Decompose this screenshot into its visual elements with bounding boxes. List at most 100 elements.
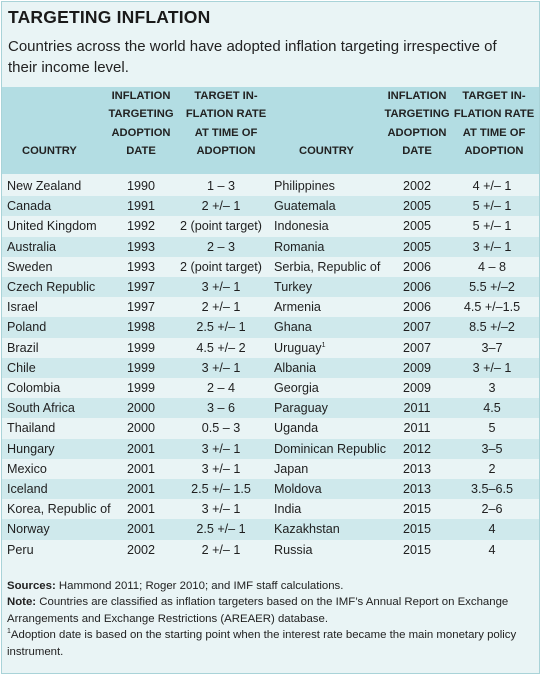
cell-text: 2013 xyxy=(402,461,432,476)
cell-adoption-date-left: 1997 xyxy=(116,297,166,317)
cell-text: Israel xyxy=(7,300,38,315)
cell-text: Kazakhstan xyxy=(274,522,340,537)
header-country-right: COUNTRY xyxy=(299,145,354,157)
cell-country-right: Philippines xyxy=(274,176,335,196)
cell-target-rate-right: 3.5–6.5 xyxy=(450,479,534,499)
cell-text: 2006 xyxy=(402,280,432,294)
cell-text: 2005 xyxy=(402,219,432,234)
cell-country-left: Sweden xyxy=(7,257,53,277)
cell-target-rate-right: 4 xyxy=(450,519,534,539)
cell-text: 3–5 xyxy=(481,441,503,456)
table-row: Peru 2002 2 +/– 1 Russia 2015 4 xyxy=(2,540,539,560)
cell-text: 2000 xyxy=(126,401,156,416)
cell-text: Guatemala xyxy=(274,199,336,214)
panel-subtitle: Countries across the world have adopted … xyxy=(8,38,497,76)
cell-text: 1999 xyxy=(126,360,156,375)
cell-country-right: Ghana xyxy=(274,317,312,337)
cell-text: 2002 xyxy=(402,179,432,193)
cell-adoption-date-right: 2012 xyxy=(392,439,442,459)
cell-text: 2006 xyxy=(402,300,432,315)
cell-target-rate-right: 5 +/– 1 xyxy=(450,196,534,216)
table-row: Iceland 2001 2.5 +/– 1.5 Moldova 2013 3.5–6.5 xyxy=(2,479,539,500)
cell-country-right: Turkey xyxy=(274,277,312,297)
cell-text: Chile xyxy=(7,360,36,375)
header-target-rate-right: TARGET IN- FLATION RATE AT TIME OF ADOPT… xyxy=(453,90,535,158)
cell-text: Sweden xyxy=(7,259,53,274)
cell-adoption-date-left: 1999 xyxy=(116,358,166,378)
cell-country-left: Australia xyxy=(7,237,56,257)
cell-text: 3 +/– 1 xyxy=(472,239,512,254)
cell-text: 8.5 +/–2 xyxy=(469,320,515,335)
cell-text: Dominican Republic xyxy=(274,441,386,456)
cell-country-right: Armenia xyxy=(274,297,321,317)
table-row: Norway 2001 2.5 +/– 1 Kazakhstan 2015 4 xyxy=(2,519,539,540)
cell-adoption-date-right: 2013 xyxy=(392,479,442,499)
cell-country-right: Japan xyxy=(274,459,308,479)
cell-text: 2015 xyxy=(402,522,432,537)
cell-text: Philippines xyxy=(274,179,335,193)
cell-text: Ghana xyxy=(274,320,312,335)
cell-text: 2–6 xyxy=(481,502,503,517)
cell-text: 1998 xyxy=(126,320,156,335)
cell-text: 2.5 +/– 1 xyxy=(196,522,246,537)
cell-adoption-date-right: 2007 xyxy=(392,338,442,358)
note-label: Note: xyxy=(7,596,37,609)
cell-adoption-date-right: 2015 xyxy=(392,519,442,539)
cell-text: 1993 xyxy=(126,239,156,254)
cell-country-right: Georgia xyxy=(274,378,319,398)
cell-text: 2001 xyxy=(126,482,156,496)
cell-adoption-date-left: 2001 xyxy=(116,519,166,539)
cell-text: 2015 xyxy=(402,542,432,557)
cell-adoption-date-left: 2001 xyxy=(116,499,166,519)
table-header: COUNTRY INFLATION TARGETING ADOPTION DAT… xyxy=(2,87,539,174)
cell-text: 3 +/– 1 xyxy=(201,280,241,294)
cell-target-rate-right: 3–5 xyxy=(450,439,534,459)
cell-country-left: Mexico xyxy=(7,459,47,479)
cell-text: Serbia, Republic of xyxy=(274,259,381,274)
cell-text: 3.5–6.5 xyxy=(470,482,514,496)
cell-text: 1992 xyxy=(126,219,156,234)
cell-target-rate-right: 3 xyxy=(450,378,534,398)
cell-adoption-date-left: 2000 xyxy=(116,418,166,438)
cell-text: 3 +/– 1 xyxy=(201,461,241,476)
cell-text: South Africa xyxy=(7,401,75,416)
cell-text: Peru xyxy=(7,542,34,557)
cell-target-rate-left: 2 +/– 1 xyxy=(174,297,268,317)
cell-text: 2001 xyxy=(126,461,156,476)
cell-text: 2 +/– 1 xyxy=(201,199,241,214)
cell-text: 2013 xyxy=(402,482,432,496)
cell-country-right: Uruguay1 xyxy=(274,338,326,358)
cell-target-rate-left: 2.5 +/– 1.5 xyxy=(174,479,268,499)
cell-country-left: Israel xyxy=(7,297,38,317)
cell-adoption-date-left: 1993 xyxy=(116,237,166,257)
cell-target-rate-left: 3 +/– 1 xyxy=(174,499,268,519)
header-adoption-date-left: INFLATION TARGETING ADOPTION DATE xyxy=(108,90,174,158)
cell-country-right: Kazakhstan xyxy=(274,519,340,539)
panel-title: TARGETING INFLATION xyxy=(8,7,211,27)
cell-adoption-date-left: 2001 xyxy=(116,479,166,499)
cell-target-rate-right: 3 +/– 1 xyxy=(450,237,534,257)
cell-text: New Zealand xyxy=(7,179,82,193)
cell-text: 3 xyxy=(488,381,496,395)
cell-text: 2009 xyxy=(402,381,432,395)
cell-country-left: Colombia xyxy=(7,378,60,398)
cell-text: 1999 xyxy=(126,340,156,355)
footnote-mark: 1 xyxy=(7,628,11,636)
table-row: Czech Republic 1997 3 +/– 1 Turkey 2006 5.5 +… xyxy=(2,277,539,298)
cell-text: 3 +/– 1 xyxy=(201,502,241,517)
cell-text: 4.5 xyxy=(483,401,501,416)
cell-text: Romania xyxy=(274,239,325,254)
cell-adoption-date-right: 2006 xyxy=(392,277,442,297)
cell-adoption-date-left: 2001 xyxy=(116,459,166,479)
cell-text: 2 – 3 xyxy=(206,239,235,254)
cell-adoption-date-right: 2009 xyxy=(392,378,442,398)
cell-text: 2006 xyxy=(402,259,432,274)
cell-adoption-date-left: 1998 xyxy=(116,317,166,337)
header-adoption-date-right: INFLATION TARGETING ADOPTION DATE xyxy=(384,90,450,158)
cell-text: 2 +/– 1 xyxy=(201,542,241,557)
cell-country-left: United Kingdom xyxy=(7,216,97,236)
cell-text: Iceland xyxy=(7,482,48,496)
cell-country-right: Romania xyxy=(274,237,324,257)
cell-country-right: Albania xyxy=(274,358,316,378)
